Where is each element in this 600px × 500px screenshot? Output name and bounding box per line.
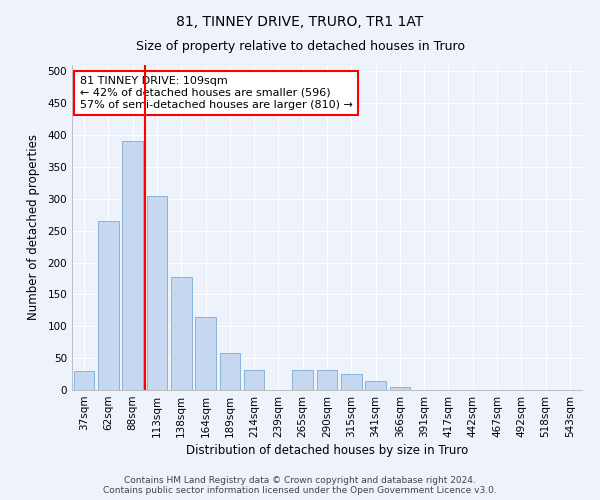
Bar <box>146 196 167 390</box>
Bar <box>220 353 240 390</box>
X-axis label: Distribution of detached houses by size in Truro: Distribution of detached houses by size … <box>186 444 468 457</box>
Bar <box>341 374 362 390</box>
Bar <box>365 381 386 390</box>
Bar <box>317 370 337 390</box>
Bar <box>389 387 410 390</box>
Bar <box>74 371 94 390</box>
Text: 81 TINNEY DRIVE: 109sqm
← 42% of detached houses are smaller (596)
57% of semi-d: 81 TINNEY DRIVE: 109sqm ← 42% of detache… <box>80 76 353 110</box>
Text: Contains HM Land Registry data © Crown copyright and database right 2024.
Contai: Contains HM Land Registry data © Crown c… <box>103 476 497 495</box>
Bar <box>98 221 119 390</box>
Bar <box>122 142 143 390</box>
Y-axis label: Number of detached properties: Number of detached properties <box>28 134 40 320</box>
Bar <box>195 316 216 390</box>
Bar <box>171 276 191 390</box>
Bar <box>244 370 265 390</box>
Text: 81, TINNEY DRIVE, TRURO, TR1 1AT: 81, TINNEY DRIVE, TRURO, TR1 1AT <box>176 15 424 29</box>
Text: Size of property relative to detached houses in Truro: Size of property relative to detached ho… <box>136 40 464 53</box>
Bar <box>292 370 313 390</box>
